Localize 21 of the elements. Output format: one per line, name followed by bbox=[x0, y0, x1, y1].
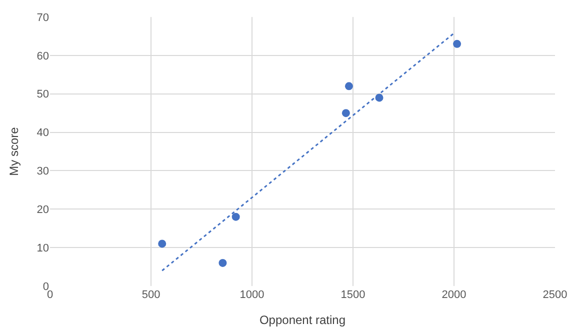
point bbox=[342, 109, 350, 118]
point bbox=[158, 240, 166, 248]
point bbox=[344, 82, 353, 90]
y-tick-label: 50 bbox=[36, 88, 49, 101]
x-tick-label: 500 bbox=[142, 289, 160, 301]
x-tick-label: 2500 bbox=[542, 289, 568, 301]
y-tick-label: 60 bbox=[36, 50, 49, 62]
y-tick-label: 20 bbox=[36, 204, 49, 216]
y-tick-label: 40 bbox=[36, 127, 49, 140]
y-tick-label: 70 bbox=[36, 12, 49, 24]
y-tick-label: 0 bbox=[42, 280, 49, 293]
y-axis-title: My score bbox=[7, 126, 22, 176]
point bbox=[218, 258, 227, 267]
x-axis-title: Opponent rating bbox=[259, 312, 346, 327]
x-tick-label: 1500 bbox=[340, 289, 366, 301]
x-tick-label: 1000 bbox=[240, 289, 264, 301]
y-tick-label: 10 bbox=[36, 242, 49, 254]
point bbox=[232, 212, 240, 221]
y-tick-label: 30 bbox=[36, 166, 49, 178]
x-tick-label: 2000 bbox=[442, 289, 466, 301]
point bbox=[453, 40, 462, 48]
